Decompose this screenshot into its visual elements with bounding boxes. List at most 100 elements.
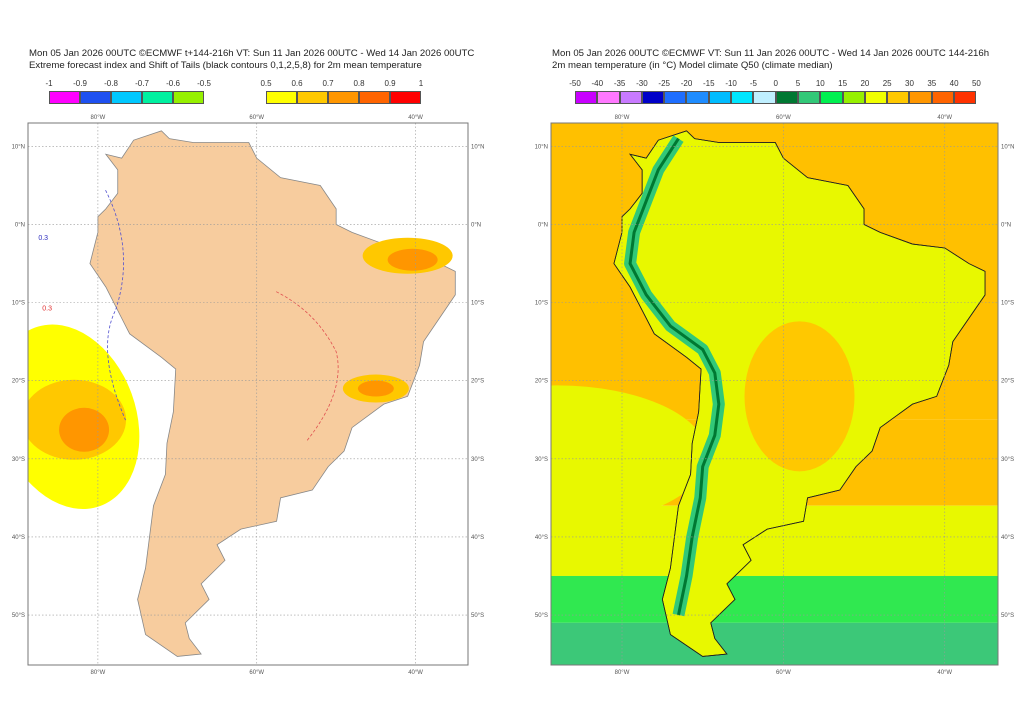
- colorbar-label: 20: [860, 79, 870, 88]
- latitude-label: 20°S: [471, 379, 484, 385]
- latitude-label: 0°N: [538, 223, 548, 229]
- colorbar-label: -20: [680, 79, 693, 88]
- colorbar-label: 50: [971, 79, 981, 88]
- latitude-label: 50°S: [471, 613, 484, 619]
- colorbar-label: 25: [882, 79, 892, 88]
- colorbar-label: 5: [795, 79, 801, 88]
- colorbar-cell: [359, 91, 390, 104]
- colorbar-label: -0.8: [104, 79, 118, 88]
- contour-positive: [275, 291, 339, 442]
- latitude-label: 0°N: [471, 223, 481, 229]
- colorbar-label: -5: [749, 79, 757, 88]
- left-title-line2: Extreme forecast index and Shift of Tail…: [29, 60, 422, 71]
- latitude-label: 20°S: [12, 379, 25, 385]
- sea-temperature-band: [551, 622, 998, 665]
- colorbar-label: 0.8: [353, 79, 365, 88]
- colorbar-label: -25: [658, 79, 670, 88]
- colorbar-label: -1: [45, 79, 53, 88]
- colorbar-cell: [328, 91, 359, 104]
- colorbar-cell: [686, 91, 709, 104]
- colorbar-label: 10: [815, 79, 825, 88]
- colorbar-cell: [797, 91, 821, 104]
- colorbar-cell: [887, 91, 910, 104]
- colorbar-label: 0.6: [291, 79, 303, 88]
- right-title-line2: 2m mean temperature (in °C) Model climat…: [552, 60, 833, 71]
- latitude-label: 20°S: [535, 379, 548, 385]
- longitude-label: 40°W: [408, 115, 423, 121]
- left-title: Mon 05 Jan 2026 00UTC ©ECMWF t+144-216h …: [29, 48, 474, 72]
- colorbar-cell: [708, 91, 732, 104]
- map-content: [551, 123, 998, 665]
- colorbar-cell: [775, 91, 798, 104]
- longitude-label: 40°W: [937, 670, 952, 676]
- colorbar-cell: [390, 91, 421, 104]
- longitude-label: 80°W: [615, 670, 630, 676]
- colorbar-label: -0.7: [135, 79, 149, 88]
- colorbar-cell: [597, 91, 620, 104]
- latitude-label: 50°S: [1001, 613, 1014, 619]
- colorbar-label: -35: [613, 79, 626, 88]
- latitude-label: 10°N: [12, 144, 25, 150]
- latitude-label: 10°N: [1001, 144, 1014, 150]
- climate-map: 80°W 80°W 60°W 60°W 40°W 40°W 10°N 10°N 0°N 0°N 10…: [535, 115, 1015, 676]
- latitude-label: 40°S: [1001, 535, 1014, 541]
- colorbar-cell: [111, 91, 142, 104]
- colorbar-label: 30: [905, 79, 914, 88]
- longitude-label: 80°W: [91, 115, 106, 121]
- colorbar-cell: [753, 91, 776, 104]
- efi-positive-colorbar: [266, 91, 421, 104]
- latitude-label: 40°S: [471, 535, 484, 541]
- longitude-label: 40°W: [937, 115, 952, 121]
- latitude-label: 50°S: [12, 613, 25, 619]
- longitude-label: 60°W: [249, 670, 264, 676]
- colorbar-cell: [142, 91, 173, 104]
- map-frame: [27, 122, 469, 666]
- latitude-label: 10°N: [535, 144, 548, 150]
- colorbar-label: 0.9: [384, 79, 396, 88]
- warm-interior-area: [744, 321, 855, 472]
- colorbar-label: 0: [773, 79, 778, 88]
- efi-map: 0.3 0.3 80°W 80°W 60°W 60°W 40°W 40°W 10°N 10°N 0°…: [12, 115, 485, 676]
- colorbar-cell: [842, 91, 865, 104]
- latitude-label: 10°N: [471, 144, 484, 150]
- colorbar-label: 0.7: [322, 79, 334, 88]
- efi-negative-colorbar: [49, 91, 204, 104]
- andes-cold-area: [628, 137, 721, 616]
- latitude-label: 20°S: [1001, 379, 1014, 385]
- latitude-label: 50°S: [535, 613, 548, 619]
- colorbar-label: -0.6: [166, 79, 180, 88]
- latitude-label: 10°S: [471, 301, 484, 307]
- colorbar-cell: [619, 91, 642, 104]
- latitude-label: 40°S: [12, 535, 25, 541]
- colorbar-label: -50: [569, 79, 581, 88]
- contour-label: 0.3: [38, 235, 48, 242]
- right-title: Mon 05 Jan 2026 00UTC ©ECMWF VT: Sun 11 …: [552, 48, 989, 72]
- longitude-label: 60°W: [249, 115, 264, 121]
- map-frame: [550, 122, 999, 666]
- sea-temperature-band: [551, 575, 998, 623]
- longitude-label: 60°W: [776, 115, 791, 121]
- colorbar-cell: [864, 91, 888, 104]
- colorbar-cell: [80, 91, 111, 104]
- colorbar-cell: [931, 91, 955, 104]
- colorbar-cell: [731, 91, 754, 104]
- colorbar-label: -15: [703, 79, 715, 88]
- colorbar-label: 40: [949, 79, 959, 88]
- colorbar-label: -0.9: [73, 79, 87, 88]
- latitude-label: 0°N: [1001, 223, 1011, 229]
- colorbar-cell: [909, 91, 932, 104]
- latitude-label: 10°S: [1001, 301, 1014, 307]
- colorbar-label: 15: [838, 79, 848, 88]
- latitude-label: 10°S: [535, 301, 548, 307]
- colorbar-cell: [173, 91, 204, 104]
- right-title-line1: Mon 05 Jan 2026 00UTC ©ECMWF VT: Sun 11 …: [552, 48, 990, 59]
- latitude-label: 10°S: [12, 301, 25, 307]
- latitude-label: 30°S: [535, 457, 548, 463]
- colorbar-label: -0.5: [197, 79, 211, 88]
- colorbar-label: -30: [636, 79, 648, 88]
- longitude-label: 80°W: [91, 670, 106, 676]
- colorbar-cell: [49, 91, 80, 104]
- longitude-label: 40°W: [408, 670, 423, 676]
- colorbar-cell: [954, 91, 977, 104]
